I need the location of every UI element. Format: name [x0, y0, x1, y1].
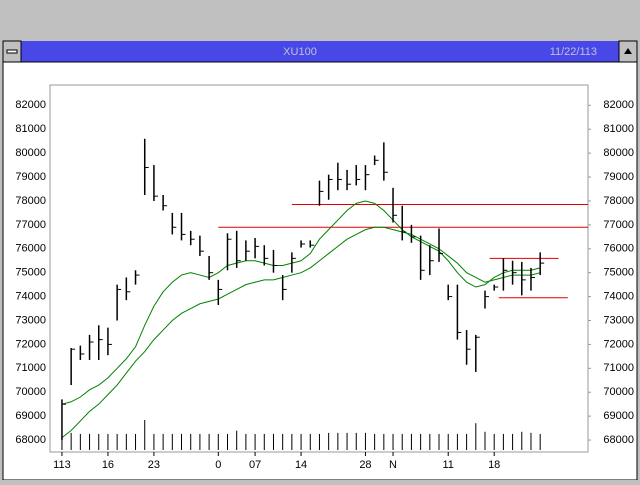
y-tick-label-right: 79000 [603, 171, 634, 183]
x-tick-label: 11 [443, 459, 454, 471]
y-tick-label: 82000 [15, 99, 46, 111]
y-tick-label-right: 78000 [603, 195, 634, 207]
y-tick-label-right: 68000 [603, 434, 634, 446]
maximize-icon [624, 48, 632, 54]
y-tick-label: 73000 [15, 314, 46, 326]
x-tick-label: 14 [295, 459, 307, 471]
y-tick-label-right: 76000 [603, 243, 634, 255]
y-tick-label-right: 80000 [603, 147, 634, 159]
window-title: XU100 [283, 46, 317, 58]
y-tick-label-right: 74000 [603, 290, 634, 302]
title-bar [3, 41, 637, 62]
y-tick-label: 75000 [15, 267, 46, 279]
y-tick-label-right: 69000 [603, 410, 634, 422]
x-tick-label: 23 [148, 459, 160, 471]
y-tick-label: 68000 [15, 434, 46, 446]
y-tick-label: 76000 [15, 243, 46, 255]
y-tick-label: 79000 [15, 171, 46, 183]
system-menu-icon [6, 49, 18, 54]
moving-average [61, 200, 541, 405]
y-tick-label-right: 81000 [603, 123, 634, 135]
window-date: 11/22/113 [550, 46, 597, 58]
y-tick-label-right: 72000 [603, 338, 634, 350]
y-tick-label-right: 70000 [603, 386, 634, 398]
y-tick-label-right: 75000 [603, 267, 634, 279]
y-tick-label-right: 77000 [603, 219, 634, 231]
x-tick-label: 18 [488, 459, 500, 471]
y-tick-label-right: 71000 [603, 362, 634, 374]
x-tick-label: 0 [215, 459, 221, 471]
y-tick-label: 71000 [15, 362, 46, 374]
x-tick-label: 16 [102, 459, 114, 471]
x-tick-label: 113 [53, 459, 71, 471]
y-tick-label-right: 82000 [603, 99, 634, 111]
y-tick-label: 72000 [15, 338, 46, 350]
plot-frame [49, 84, 589, 453]
x-tick-label: 28 [359, 459, 371, 471]
y-tick-label: 69000 [15, 410, 46, 422]
y-tick-label: 74000 [15, 290, 46, 302]
x-tick-label: N [389, 459, 397, 471]
y-tick-label: 70000 [15, 386, 46, 398]
y-tick-label: 78000 [15, 195, 46, 207]
y-tick-label: 81000 [15, 123, 46, 135]
y-tick-label: 80000 [15, 147, 46, 159]
y-tick-label-right: 73000 [603, 314, 634, 326]
y-tick-label: 77000 [15, 219, 46, 231]
moving-average [61, 226, 541, 439]
x-tick-label: 07 [249, 459, 261, 471]
